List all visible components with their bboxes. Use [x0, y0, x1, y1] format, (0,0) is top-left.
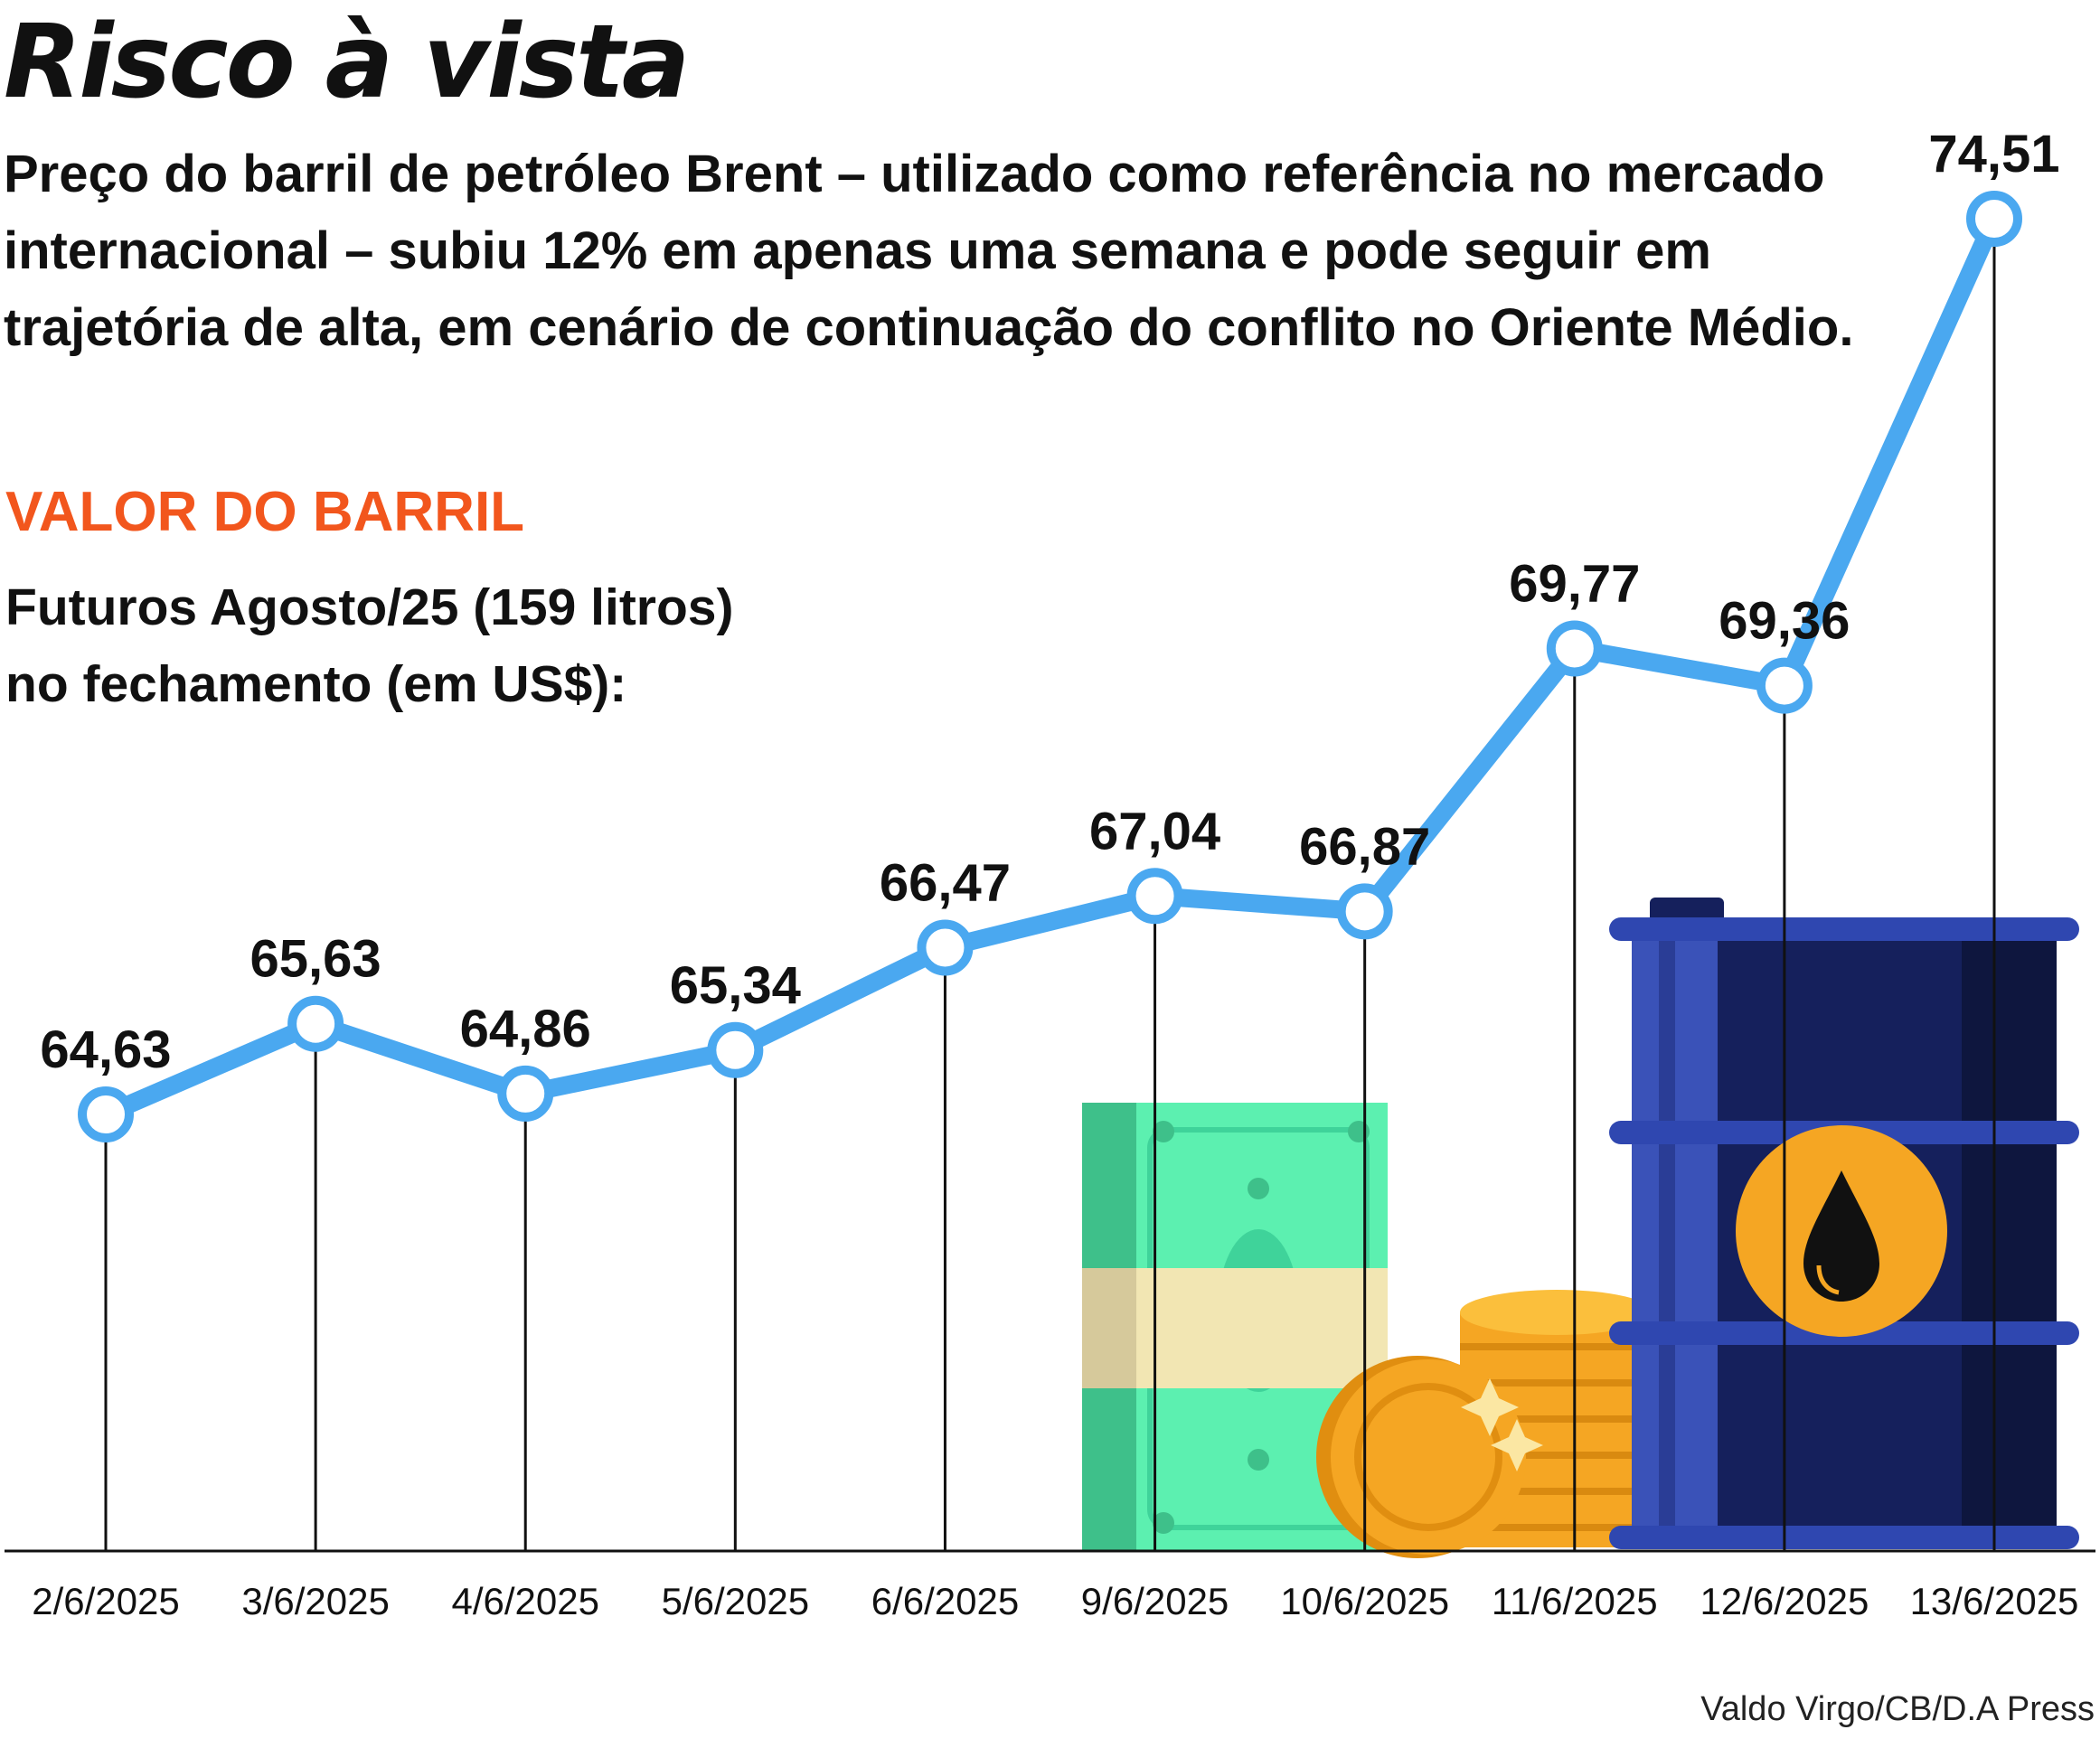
data-point-marker — [1336, 883, 1393, 940]
data-value-label: 67,04 — [1089, 802, 1220, 860]
x-tick-label: 11/6/2025 — [1492, 1580, 1658, 1622]
data-value-label: 66,87 — [1299, 817, 1430, 876]
section-description: Futuros Agosto/25 (159 litros) no fecham… — [5, 569, 819, 723]
x-tick-label: 13/6/2025 — [1910, 1580, 2079, 1622]
data-point-marker — [78, 1086, 134, 1142]
x-tick-label: 5/6/2025 — [662, 1580, 810, 1622]
data-value-label: 74,51 — [1928, 125, 2059, 183]
data-point-marker — [287, 995, 344, 1052]
section-label: VALOR DO BARRIL — [5, 481, 525, 543]
oil-barrel-illustration — [1609, 898, 2079, 1549]
data-value-label: 64,86 — [460, 1000, 591, 1058]
data-point-marker — [707, 1021, 764, 1078]
x-tick-label: 2/6/2025 — [32, 1580, 180, 1622]
section-description-line2: no fechamento (em US$): — [5, 655, 627, 713]
section-description-line1: Futuros Agosto/25 (159 litros) — [5, 578, 734, 636]
x-tick-label: 6/6/2025 — [871, 1580, 1020, 1622]
credit: Valdo Virgo/CB/D.A Press — [1700, 1690, 2095, 1728]
series-line — [97, 210, 2003, 1123]
data-point-marker — [917, 919, 974, 976]
data-value-label: 66,47 — [880, 853, 1011, 912]
money-stack-illustration — [1082, 1103, 1388, 1550]
x-tick-label: 12/6/2025 — [1700, 1580, 1869, 1622]
data-value-label: 69,77 — [1509, 554, 1640, 613]
x-tick-labels: 2/6/2025 3/6/2025 4/6/2025 5/6/2025 6/6/2025… — [32, 1580, 2078, 1622]
data-value-label: 65,34 — [670, 956, 801, 1015]
data-value-label: 65,63 — [250, 930, 381, 989]
data-point-marker — [1126, 868, 1183, 925]
data-value-label: 69,36 — [1719, 592, 1850, 651]
x-tick-label: 4/6/2025 — [451, 1580, 599, 1622]
x-tick-label: 10/6/2025 — [1280, 1580, 1449, 1622]
coins-illustration — [1316, 1290, 1654, 1558]
drop-lines — [104, 219, 1996, 1551]
x-tick-label: 3/6/2025 — [241, 1580, 390, 1622]
data-value-label: 64,63 — [40, 1020, 171, 1079]
x-tick-label: 9/6/2025 — [1081, 1580, 1229, 1622]
data-point-marker — [1966, 191, 2022, 248]
data-markers — [78, 191, 2022, 1142]
value-labels: 64,63 65,63 64,86 65,34 66,47 67,04 66,87 69,77… — [40, 125, 2059, 1079]
chart-title: Risco à vista — [4, 4, 690, 121]
data-point-marker — [1546, 620, 1603, 677]
chart-subtitle: Preço do barril de petróleo Brent – util… — [4, 145, 1854, 357]
data-point-marker — [497, 1065, 554, 1122]
data-point-marker — [1756, 657, 1813, 714]
oil-drop-icon — [1803, 1170, 1879, 1302]
